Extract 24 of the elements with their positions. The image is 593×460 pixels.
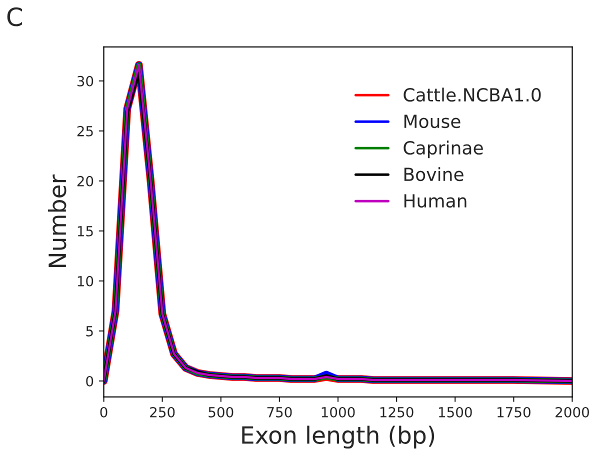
legend-label: Human <box>404 194 466 208</box>
x-tick-label: 1250 <box>380 406 414 418</box>
x-tick-label: 1750 <box>498 406 530 418</box>
x-axis-title: Exon length (bp) <box>242 426 434 449</box>
legend-label: Mouse <box>404 114 460 128</box>
y-tick-label: 20 <box>77 176 94 186</box>
y-tick-label: 15 <box>78 226 93 236</box>
x-tick-label: 1500 <box>438 406 472 418</box>
x-tick-label: 250 <box>150 406 175 418</box>
legend-label: Bovine <box>404 167 464 182</box>
x-tick-label: 2000 <box>556 406 589 418</box>
y-tick-label: 30 <box>77 76 94 86</box>
x-tick-label: 1000 <box>322 406 355 418</box>
text: C <box>7 7 22 26</box>
y-tick-label: 10 <box>78 276 94 286</box>
x-tick-label: 750 <box>267 406 292 418</box>
y-axis-title: Number <box>48 174 66 268</box>
y-tick-label: 25 <box>77 126 93 136</box>
x-tick-label: 500 <box>208 406 234 418</box>
y-tick-label: 0 <box>86 376 94 386</box>
x-tick-label: 0 <box>100 406 108 418</box>
y-tick-label: 5 <box>86 326 93 336</box>
legend-label: Cattle.NCBA1.0 <box>404 88 541 102</box>
legend-label: Caprinae <box>404 140 483 158</box>
